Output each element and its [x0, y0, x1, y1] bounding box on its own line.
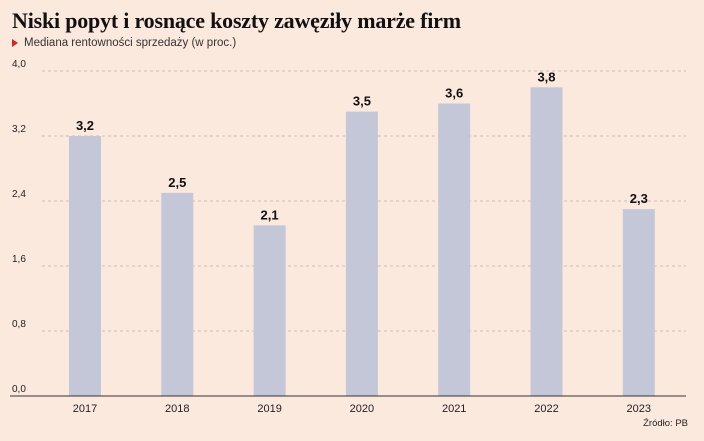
bar-2020: [345, 111, 378, 396]
value-label-2018: 2,5: [168, 175, 186, 190]
value-label-2022: 3,8: [537, 69, 555, 84]
y-tick-label: 0,0: [12, 384, 26, 395]
x-tick-label-2023: 2023: [627, 403, 651, 415]
x-tick-label-2017: 2017: [73, 403, 97, 415]
bar-2017: [69, 136, 101, 396]
value-label-2019: 2,1: [261, 207, 279, 222]
gridlines: [42, 70, 686, 332]
bar-2021: [438, 103, 471, 396]
y-axis-labels: 0,0 0,8 1,6 2,4 3,2 4,0: [12, 59, 26, 395]
x-tick-label-2020: 2020: [350, 403, 374, 415]
value-labels: 3,2 2,5 2,1 3,5 3,6 3,8 2,3: [76, 69, 648, 222]
y-tick-label: 2,4: [12, 189, 26, 200]
value-label-2017: 3,2: [76, 118, 94, 133]
y-tick-label: 3,2: [12, 124, 26, 135]
subtitle-marker-icon: [12, 39, 18, 47]
chart-subtitle-row: Mediana rentowności sprzedaży (w proc.): [12, 37, 236, 49]
value-label-2020: 3,5: [353, 94, 371, 109]
y-tick-label: 4,0: [12, 59, 26, 70]
x-tick-label-2019: 2019: [257, 403, 281, 415]
bar-2023: [622, 209, 655, 396]
bar-2022: [530, 87, 563, 396]
chart-subtitle: Mediana rentowności sprzedaży (w proc.): [24, 37, 237, 49]
chart-title: Niski popyt i rosnące koszty zawęziły ma…: [12, 8, 461, 33]
bars: [69, 87, 655, 396]
x-tick-label-2018: 2018: [165, 403, 189, 415]
bar-2019: [253, 225, 286, 396]
x-tick-label-2022: 2022: [534, 403, 558, 415]
x-tick-label-2021: 2021: [442, 403, 466, 415]
y-tick-label: 1,6: [12, 254, 26, 265]
x-axis-labels: 2017 2018 2019 2020 2021 2022 2023: [73, 403, 651, 415]
y-tick-label: 0,8: [12, 319, 26, 330]
value-label-2023: 2,3: [630, 191, 648, 206]
source-note: Źródło: PB: [643, 418, 688, 429]
value-label-2021: 3,6: [445, 86, 463, 101]
bar-2018: [161, 192, 194, 396]
